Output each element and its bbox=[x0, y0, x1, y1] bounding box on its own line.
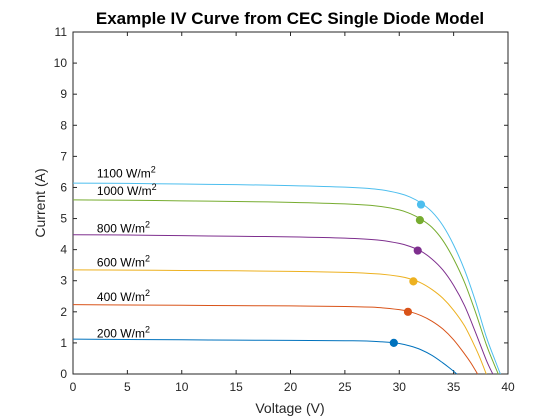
irradiance-label-text: 1000 W/m bbox=[97, 184, 152, 198]
y-tick-label: 6 bbox=[60, 180, 67, 194]
iv-curve-4 bbox=[72, 199, 499, 375]
mpp-marker-5 bbox=[416, 200, 426, 209]
x-tick-label: 15 bbox=[229, 380, 243, 394]
irradiance-label-2: 600 W/m2 bbox=[97, 254, 150, 270]
x-tick-label: 5 bbox=[124, 380, 131, 394]
mpp-marker-0 bbox=[389, 338, 398, 348]
x-tick-label: 0 bbox=[70, 380, 77, 394]
x-tick-label: 35 bbox=[447, 380, 461, 394]
y-tick-label: 9 bbox=[60, 87, 67, 101]
y-tick-label: 11 bbox=[55, 25, 68, 39]
irradiance-label-0: 200 W/m2 bbox=[97, 324, 150, 340]
mpp-marker-3 bbox=[413, 246, 422, 255]
y-tick-label: 10 bbox=[54, 56, 68, 70]
axes-box bbox=[72, 31, 509, 375]
x-tick-label: 40 bbox=[501, 380, 515, 394]
irradiance-label-text: 200 W/m bbox=[97, 326, 145, 340]
irradiance-label-text: 800 W/m bbox=[97, 222, 145, 236]
irradiance-label-text: 1100 W/m bbox=[97, 167, 151, 181]
y-tick-label: 2 bbox=[60, 305, 67, 319]
mpp-marker-1 bbox=[403, 307, 413, 316]
mpp-marker-2 bbox=[409, 277, 418, 286]
y-tick-label: 5 bbox=[60, 212, 67, 226]
x-tick-label: 25 bbox=[338, 380, 352, 394]
iv-curve-2 bbox=[72, 269, 487, 375]
chart-title: Example IV Curve from CEC Single Diode M… bbox=[96, 9, 484, 28]
x-tick-label: 20 bbox=[284, 380, 298, 394]
y-tick-label: 7 bbox=[60, 149, 67, 163]
irradiance-label-text: 400 W/m bbox=[97, 290, 145, 304]
irradiance-label-superscript: 2 bbox=[145, 220, 150, 230]
iv-curve-0 bbox=[72, 338, 458, 375]
irradiance-label-1: 400 W/m2 bbox=[97, 288, 150, 304]
y-tick-label: 4 bbox=[60, 243, 67, 257]
y-axis-label: Current (A) bbox=[32, 168, 48, 237]
y-tick-label: 0 bbox=[60, 367, 67, 381]
irradiance-label-4: 1000 W/m2 bbox=[97, 182, 157, 198]
y-tick-label: 1 bbox=[60, 336, 67, 350]
iv-curve-5 bbox=[72, 182, 501, 375]
irradiance-label-superscript: 2 bbox=[145, 288, 150, 298]
irradiance-label-5: 1100 W/m2 bbox=[97, 165, 156, 181]
irradiance-label-superscript: 2 bbox=[151, 165, 156, 175]
x-tick-label: 10 bbox=[175, 380, 189, 394]
iv-curve-3 bbox=[72, 234, 494, 375]
irradiance-label-superscript: 2 bbox=[145, 324, 150, 334]
irradiance-label-superscript: 2 bbox=[152, 182, 157, 192]
y-tick-label: 3 bbox=[60, 274, 67, 288]
irradiance-label-text: 600 W/m bbox=[97, 256, 145, 270]
mpp-marker-4 bbox=[415, 216, 425, 225]
y-tick-label: 8 bbox=[60, 118, 67, 132]
x-axis-label: Voltage (V) bbox=[255, 400, 324, 416]
x-tick-label: 30 bbox=[393, 380, 407, 394]
irradiance-label-3: 800 W/m2 bbox=[97, 220, 150, 236]
irradiance-label-superscript: 2 bbox=[145, 254, 150, 264]
